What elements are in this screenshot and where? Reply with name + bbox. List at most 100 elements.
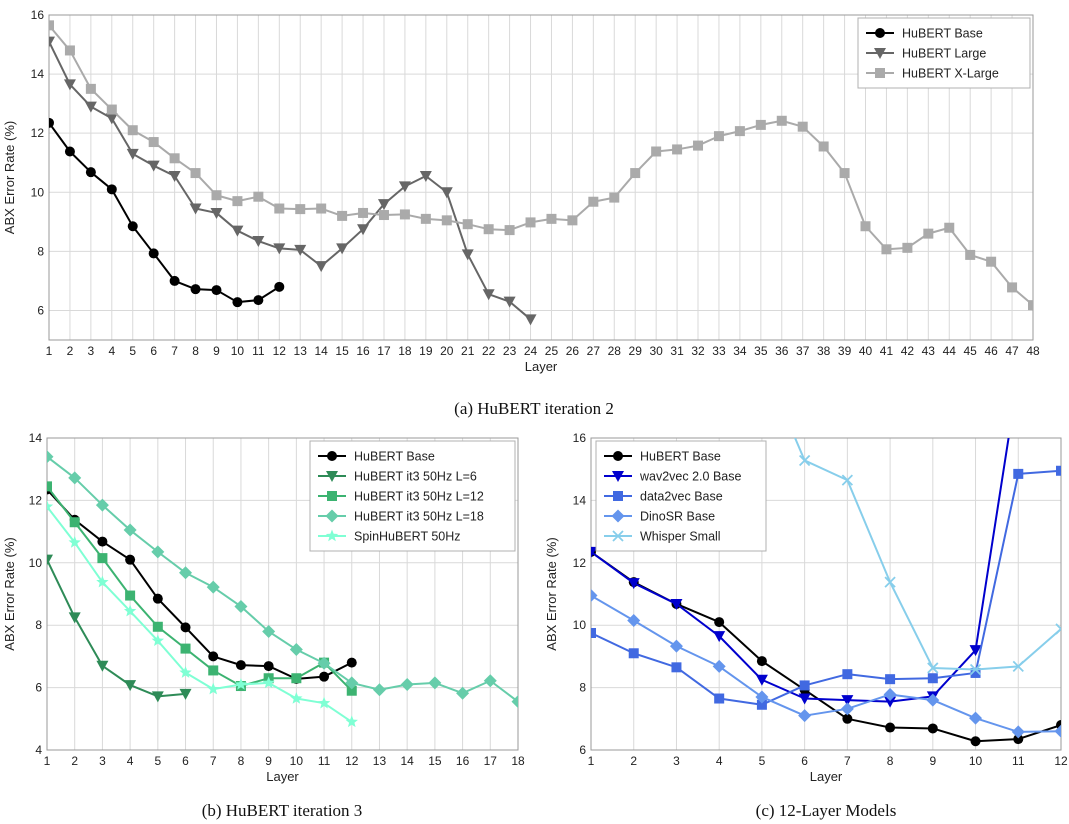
x-axis-label: Layer <box>810 769 843 784</box>
data-point-hubert-x-large <box>127 125 138 136</box>
series-line-hubert-it3-50hz-l-6 <box>47 559 186 698</box>
x-tick-label: 19 <box>419 344 433 358</box>
data-point-hubert-base <box>927 723 938 734</box>
y-tick-label: 6 <box>35 681 42 695</box>
legend-label-hubert-base: HuBERT Base <box>902 27 983 41</box>
y-tick-label: 10 <box>573 618 587 632</box>
y-tick-label: 12 <box>29 493 43 507</box>
data-point-hubert-large <box>357 224 370 236</box>
series-hubert-it3-50hz-l-6 <box>47 554 192 703</box>
data-point-data2vec-base <box>842 669 853 680</box>
x-tick-label: 2 <box>630 754 637 768</box>
data-point-hubert-base <box>263 661 274 672</box>
data-point-wav2vec-2-0-base <box>670 598 683 610</box>
data-point-spinhubert-50hz <box>123 604 137 617</box>
x-tick-label: 9 <box>929 754 936 768</box>
legend-marker-hubert-x-large <box>875 68 885 78</box>
data-point-hubert-large <box>315 261 328 273</box>
legend-marker-data2vec-base <box>613 491 623 501</box>
data-point-hubert-it3-50hz-l-18 <box>68 471 82 485</box>
data-point-hubert-x-large <box>106 104 117 115</box>
y-tick-label: 14 <box>29 431 43 445</box>
series-hubert-it3-50hz-l-18 <box>47 450 518 709</box>
data-point-wav2vec-2-0-base <box>884 696 897 708</box>
data-point-hubert-large <box>49 36 55 48</box>
x-tick-label: 13 <box>294 344 308 358</box>
data-point-hubert-x-large <box>1007 282 1018 293</box>
data-point-hubert-x-large <box>358 207 369 218</box>
data-point-spinhubert-50hz <box>234 677 248 690</box>
x-tick-label: 34 <box>733 344 747 358</box>
data-point-hubert-x-large <box>441 215 452 226</box>
data-point-hubert-x-large <box>399 209 410 220</box>
data-point-hubert-it3-50hz-l-12 <box>346 685 357 696</box>
data-point-hubert-large <box>440 187 453 199</box>
data-point-hubert-large <box>461 249 474 261</box>
data-point-dinosr-base <box>883 687 897 701</box>
data-point-hubert-base <box>85 167 96 178</box>
y-tick-label: 8 <box>35 618 42 632</box>
plot-frame <box>46 437 519 751</box>
data-point-hubert-large <box>84 101 97 113</box>
y-tick-label: 16 <box>573 431 587 445</box>
x-tick-label: 46 <box>984 344 998 358</box>
x-tick-label: 25 <box>545 344 559 358</box>
series-line-whisper-small <box>794 438 1061 671</box>
x-tick-label: 33 <box>712 344 726 358</box>
x-tick-label: 9 <box>265 754 272 768</box>
data-point-hubert-large <box>524 314 537 326</box>
legend-label-hubert-it3-50hz-l-18: HuBERT it3 50Hz L=18 <box>354 510 484 524</box>
data-point-hubert-it3-50hz-l-18 <box>123 523 137 537</box>
x-tick-label: 6 <box>182 754 189 768</box>
data-point-hubert-x-large <box>693 140 704 151</box>
data-point-hubert-large <box>482 289 495 301</box>
data-point-hubert-x-large <box>839 168 850 179</box>
data-point-hubert-x-large <box>923 228 934 239</box>
data-point-hubert-x-large <box>64 45 75 56</box>
legend: HuBERT Base HuBERT it3 50Hz L=6 HuBERT it3… <box>309 440 516 552</box>
data-point-dinosr-base <box>755 690 769 704</box>
series-line-hubert-it3-50hz-l-12 <box>47 485 353 692</box>
y-axis-label: ABX Error Rate (%) <box>2 121 17 234</box>
data-point-hubert-base <box>235 660 246 671</box>
data-point-hubert-it3-50hz-l-6 <box>151 691 164 703</box>
x-tick-label: 37 <box>796 344 810 358</box>
x-tick-label: 1 <box>588 754 595 768</box>
data-point-hubert-x-large <box>651 146 662 157</box>
x-tick-label: 45 <box>964 344 978 358</box>
legend-label-hubert-base: HuBERT Base <box>640 450 721 464</box>
data-point-hubert-base <box>49 117 54 128</box>
data-point-hubert-it3-50hz-l-18 <box>289 643 303 657</box>
data-point-hubert-x-large <box>337 210 348 221</box>
data-point-hubert-it3-50hz-l-6 <box>124 680 137 692</box>
x-tick-label: 41 <box>880 344 894 358</box>
data-point-hubert-x-large <box>525 217 536 228</box>
x-tick-label: 20 <box>440 344 454 358</box>
chart-hubert-iteration-3: 1 2 3 4 5 6 7 8 9 10 11 12 13 14 15 16 17 18468101214Laye… <box>2 431 525 784</box>
legend-marker-dinosr-base <box>611 509 625 523</box>
series-hubert-x-large <box>49 20 1033 311</box>
data-point-hubert-x-large <box>588 196 599 207</box>
data-point-hubert-base <box>152 593 163 604</box>
data-point-hubert-base <box>190 284 201 295</box>
data-point-hubert-base <box>970 736 981 747</box>
data-point-hubert-x-large <box>755 119 766 130</box>
data-point-hubert-it3-50hz-l-18 <box>400 677 414 691</box>
data-point-hubert-base <box>125 554 136 565</box>
data-point-data2vec-base <box>799 680 810 691</box>
data-point-dinosr-base <box>591 589 598 603</box>
data-point-hubert-it3-50hz-l-6 <box>68 612 81 624</box>
data-point-whisper-small <box>927 662 939 674</box>
data-point-hubert-large <box>231 225 244 237</box>
series-wav2vec-2-0-base <box>591 438 1010 708</box>
x-tick-label: 7 <box>844 754 851 768</box>
x-tick-label: 3 <box>99 754 106 768</box>
data-point-spinhubert-50hz <box>207 682 220 695</box>
x-tick-label: 26 <box>566 344 580 358</box>
legend-label-spinhubert-50hz: SpinHuBERT 50Hz <box>354 530 461 544</box>
data-point-hubert-x-large <box>420 213 431 224</box>
series-data2vec-base <box>591 465 1061 710</box>
data-point-hubert-large <box>210 207 223 219</box>
data-point-hubert-x-large <box>148 137 159 148</box>
x-tick-label: 48 <box>1026 344 1040 358</box>
